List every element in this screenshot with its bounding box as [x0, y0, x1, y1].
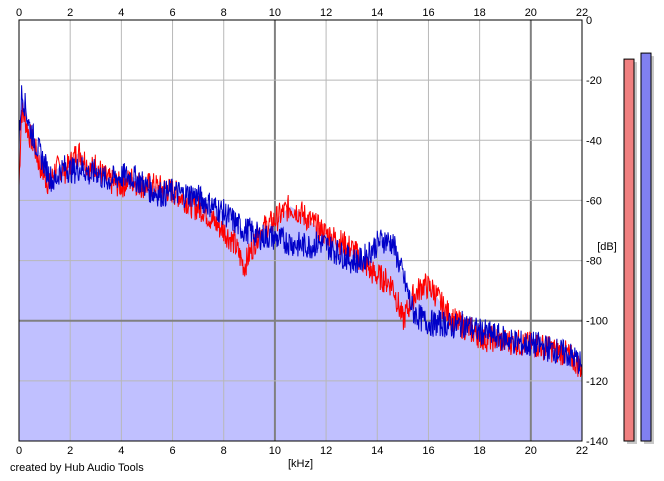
x-tick-label-bottom: 16 — [422, 445, 434, 457]
x-tick-label-top: 14 — [371, 7, 383, 19]
y-tick-label: -20 — [586, 75, 602, 87]
x-tick-label-top: 8 — [221, 7, 227, 19]
x-tick-label-bottom: 14 — [371, 445, 383, 457]
y-tick-label: -120 — [586, 376, 608, 388]
plot-frame — [18, 19, 583, 442]
x-tick-label-top: 22 — [576, 7, 588, 19]
x-tick-label-top: 2 — [67, 7, 73, 19]
x-tick-label-bottom: 4 — [118, 445, 124, 457]
x-tick-label-top: 6 — [169, 7, 175, 19]
level-meter-bar — [623, 58, 635, 442]
y-axis-label: [dB] — [597, 241, 617, 253]
x-tick-label-top: 20 — [525, 7, 537, 19]
level-meter-bar — [640, 52, 652, 442]
x-tick-label-top: 4 — [118, 7, 124, 19]
x-tick-label-bottom: 6 — [169, 445, 175, 457]
y-tick-label: -140 — [586, 436, 608, 448]
y-tick-label: -60 — [586, 195, 602, 207]
y-tick-label: -40 — [586, 135, 602, 147]
x-tick-label-top: 16 — [422, 7, 434, 19]
x-tick-label-bottom: 8 — [221, 445, 227, 457]
grid-lines — [19, 20, 582, 441]
series-lines — [18, 85, 583, 377]
spectrum-fill-layer — [19, 95, 582, 441]
x-axis-label: [kHz] — [288, 458, 313, 470]
spectrum-fill-area — [19, 95, 582, 441]
x-tick-label-bottom: 20 — [525, 445, 537, 457]
x-tick-label-top: 10 — [269, 7, 281, 19]
series-line-2 — [18, 85, 583, 374]
x-tick-label-bottom: 22 — [576, 445, 588, 457]
x-tick-label-bottom: 10 — [269, 445, 281, 457]
x-tick-label-top: 0 — [16, 7, 22, 19]
x-tick-label-bottom: 0 — [16, 445, 22, 457]
level-meters — [623, 52, 654, 444]
y-tick-label: -100 — [586, 316, 608, 328]
credit-text: created by Hub Audio Tools — [10, 462, 144, 474]
y-tick-labels: 0 -20 -40 -60 -80 -100 -120 -140 — [586, 15, 608, 448]
x-tick-label-bottom: 2 — [67, 445, 73, 457]
x-tick-label-top: 12 — [320, 7, 332, 19]
x-tick-label-top: 18 — [474, 7, 486, 19]
x-tick-label-bottom: 18 — [474, 445, 486, 457]
x-tick-label-bottom: 12 — [320, 445, 332, 457]
y-tick-label: -80 — [586, 256, 602, 268]
y-tick-label: 0 — [586, 15, 592, 27]
